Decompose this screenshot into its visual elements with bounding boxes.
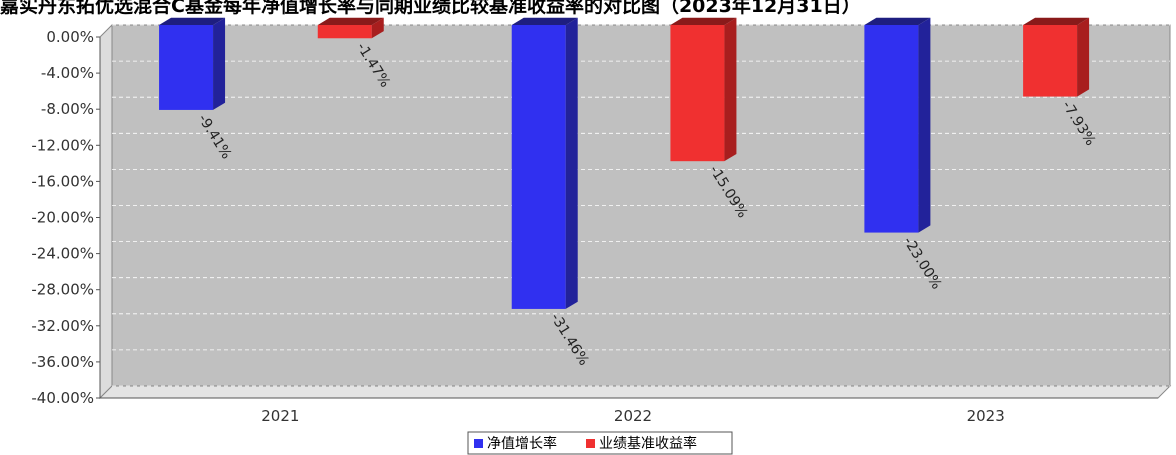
legend-label: 净值增长率: [487, 435, 557, 452]
y-tick-label: -20.00%: [31, 209, 94, 227]
bar-side: [371, 17, 384, 39]
y-tick-label: -28.00%: [31, 281, 94, 299]
y-tick-label: -40.00%: [31, 389, 94, 407]
x-tick-label: 2021: [261, 407, 299, 425]
bar-front: [1023, 25, 1078, 97]
bar-top: [864, 17, 931, 25]
plot-floor: [98, 385, 1172, 399]
bar-side: [918, 17, 931, 233]
y-tick-label: -16.00%: [31, 172, 94, 190]
y-tick-label: 0.00%: [46, 28, 94, 46]
legend-box: [467, 431, 733, 455]
plot-side-wall: [99, 23, 113, 400]
bar-front: [317, 25, 372, 39]
bar-side: [724, 17, 737, 162]
legend: 净值增长率 业绩基准收益率: [467, 431, 733, 455]
bar-top: [1023, 17, 1090, 25]
bar-front: [159, 25, 214, 110]
bar-side: [213, 17, 226, 110]
grid-lines: [112, 24, 1170, 387]
x-tick-label: 2022: [614, 407, 652, 425]
bar-top: [159, 17, 226, 25]
legend-label: 业绩基准收益率: [599, 435, 697, 452]
bar-top: [511, 17, 578, 25]
bar-front: [670, 25, 725, 162]
bar-top: [670, 17, 737, 25]
y-tick-label: -32.00%: [31, 317, 94, 335]
legend-swatch: [586, 439, 595, 448]
legend-swatch: [474, 439, 483, 448]
bar-front: [864, 25, 919, 233]
bar-side: [565, 17, 578, 309]
plot-area: [98, 23, 1172, 400]
y-tick-label: -4.00%: [41, 64, 94, 82]
x-tick-label: 2023: [967, 407, 1005, 425]
x-axis: 2021 2022 2023: [261, 407, 1005, 425]
y-tick-label: -8.00%: [41, 100, 94, 118]
y-tick-label: -12.00%: [31, 136, 94, 154]
y-tick-label: -36.00%: [31, 353, 94, 371]
bar-top: [317, 17, 384, 25]
y-axis: 0.00% -4.00% -8.00% -12.00% -16.00% -20.00% -2…: [31, 28, 100, 407]
bars: [159, 17, 1090, 309]
y-tick-label: -24.00%: [31, 245, 94, 263]
bar-side: [1077, 17, 1090, 97]
chart-title: 嘉实丹东拓优选混合C基金每年净值增长率与同期业绩比较基准收益率的对比图（2023…: [0, 0, 861, 17]
bar-front: [511, 25, 566, 309]
